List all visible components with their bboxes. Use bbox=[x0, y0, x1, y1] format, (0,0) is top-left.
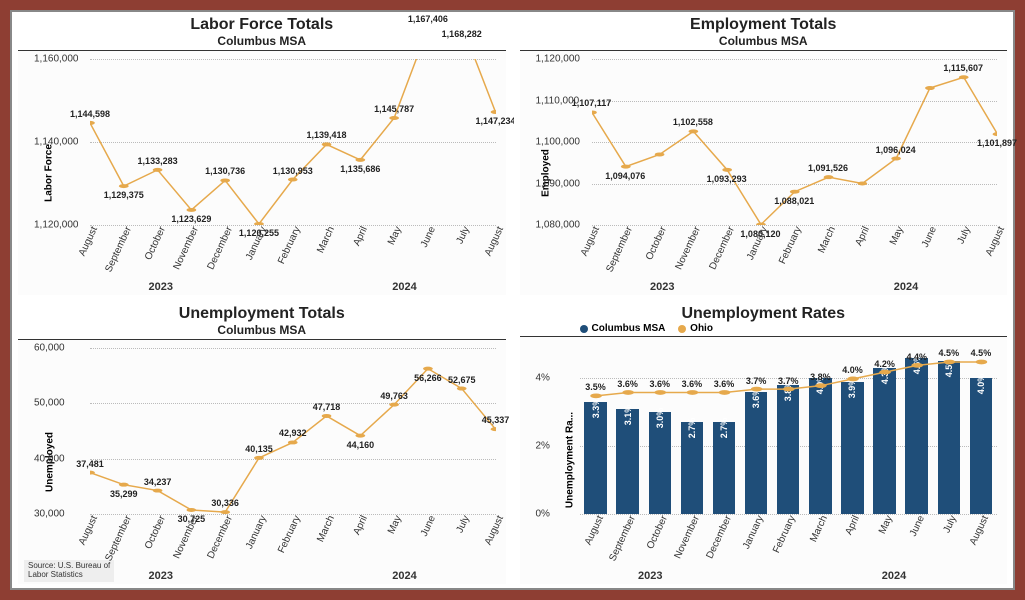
y-axis-label: Employed bbox=[540, 149, 551, 197]
panel-subtitle: Columbus MSA bbox=[18, 323, 506, 337]
panel-title: Unemployment Totals bbox=[18, 305, 506, 323]
y-axis-label: Unemployment Ra... bbox=[564, 412, 575, 508]
panel-employment: Employment Totals Columbus MSA Employed … bbox=[514, 12, 1014, 299]
chart-employment: Employed 1,107,1171,094,0761,102,5581,09… bbox=[520, 50, 1008, 295]
legend-ohio: Ohio bbox=[678, 323, 713, 334]
panel-subtitle: Columbus MSA bbox=[18, 34, 506, 48]
chart-labor-force: Labor Force 1,144,5981,129,3751,133,2831… bbox=[18, 50, 506, 295]
chart-unemployment-rates: Unemployment Ra... 3.3%3.1%3.0%2.7%2.7%3… bbox=[520, 336, 1008, 585]
panel-unemployment-rates: Unemployment Rates Columbus MSA Ohio Une… bbox=[514, 301, 1014, 588]
legend-columbus: Columbus MSA bbox=[580, 323, 666, 334]
chart-unemployment-totals: Unemployed Source: U.S. Bureau ofLabor S… bbox=[18, 339, 506, 584]
legend: Columbus MSA Ohio bbox=[520, 323, 1008, 336]
panel-subtitle: Columbus MSA bbox=[520, 34, 1008, 48]
panel-unemployment-totals: Unemployment Totals Columbus MSA Unemplo… bbox=[12, 301, 512, 588]
y-axis-label: Labor Force bbox=[43, 144, 54, 202]
panel-labor-force: Labor Force Totals Columbus MSA Labor Fo… bbox=[12, 12, 512, 299]
panel-title: Unemployment Rates bbox=[520, 305, 1008, 323]
dashboard-frame: Labor Force Totals Columbus MSA Labor Fo… bbox=[10, 10, 1015, 590]
panel-title: Employment Totals bbox=[520, 16, 1008, 34]
